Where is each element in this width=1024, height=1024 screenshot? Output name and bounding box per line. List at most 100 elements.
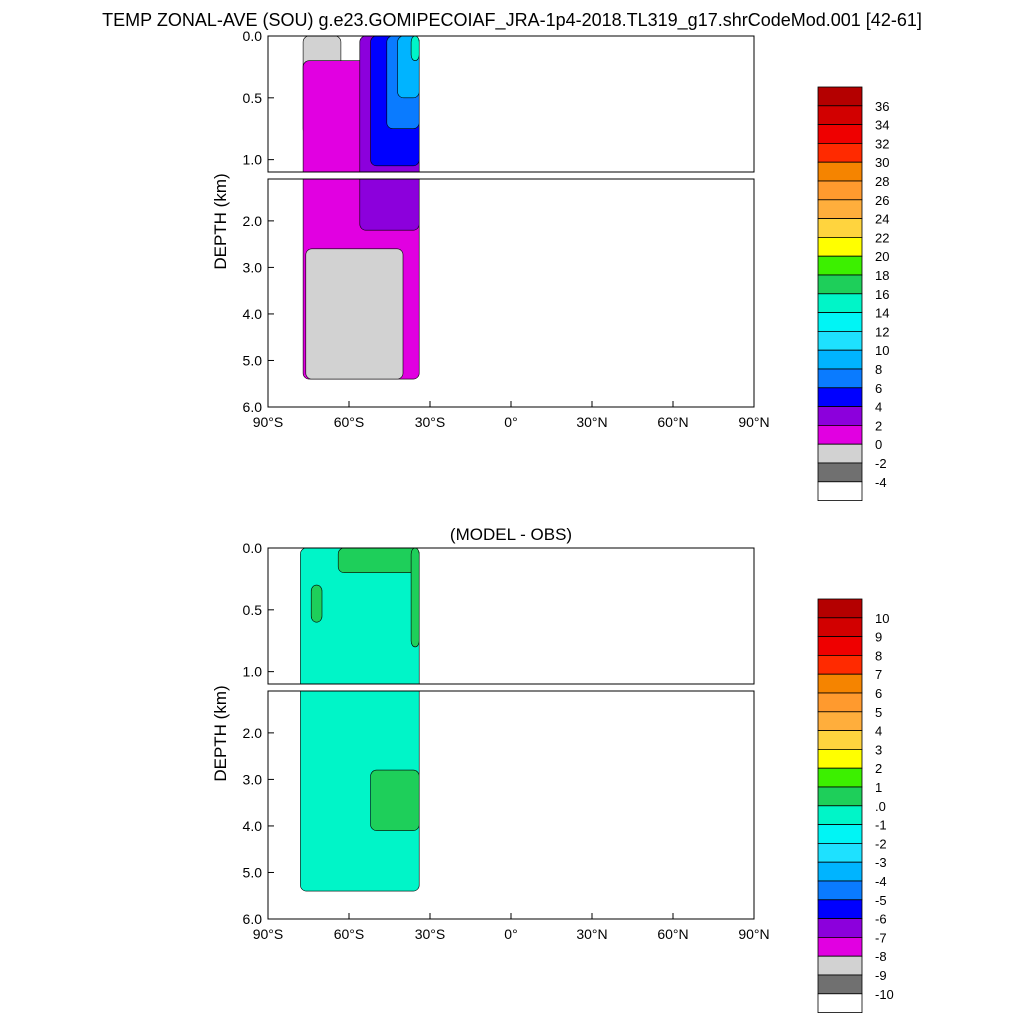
colorbar-label: 1 bbox=[875, 780, 882, 795]
colorbar-label: -3 bbox=[875, 855, 887, 870]
data-layer bbox=[302, 179, 420, 380]
x-tick-label: 60°S bbox=[334, 414, 365, 430]
colorbar-swatch bbox=[817, 424, 863, 445]
colorbar-label: 6 bbox=[875, 381, 882, 396]
y-tick-label: 2.0 bbox=[243, 725, 263, 741]
data-region-2-4 bbox=[359, 179, 420, 231]
colorbar-swatch bbox=[817, 349, 863, 370]
colorbar-label: 4 bbox=[875, 724, 882, 739]
colorbar-label: 3 bbox=[875, 742, 882, 757]
x-tick-label: 30°N bbox=[576, 926, 607, 942]
colorbar-label: 0 bbox=[875, 437, 882, 452]
colorbar-label: 9 bbox=[875, 630, 882, 645]
colorbar-swatch bbox=[817, 312, 863, 332]
colorbar-label: -5 bbox=[875, 893, 887, 908]
colorbar-label: 34 bbox=[875, 118, 889, 133]
figure-title: TEMP ZONAL-AVE (SOU) g.e23.GOMIPECOIAF_J… bbox=[102, 10, 922, 31]
colorbar-swatch bbox=[817, 142, 863, 163]
colorbar-label: -4 bbox=[875, 874, 887, 889]
data-layer bbox=[302, 36, 420, 172]
colorbar-swatch bbox=[817, 218, 863, 238]
colorbar-label: 2 bbox=[875, 761, 882, 776]
data-region-0-to-1 bbox=[370, 769, 420, 831]
y-tick-label: 5.0 bbox=[243, 352, 263, 368]
data-layer bbox=[300, 548, 420, 684]
colorbar-swatch bbox=[817, 443, 863, 464]
colorbar-swatch bbox=[817, 387, 863, 407]
data-region-0-to-1 bbox=[337, 548, 420, 574]
colorbar-swatch bbox=[817, 805, 863, 825]
y-tick-label: 1.0 bbox=[243, 664, 263, 680]
colorbar-swatch bbox=[817, 843, 863, 863]
colorbar-swatch bbox=[817, 274, 863, 295]
data-region-0-to-1 bbox=[410, 548, 420, 648]
colorbar-label: 18 bbox=[875, 268, 889, 283]
colorbar-swatch bbox=[817, 636, 863, 656]
colorbar-swatch bbox=[817, 880, 863, 901]
colorbar-label: -6 bbox=[875, 912, 887, 927]
colorbar-label: 16 bbox=[875, 287, 889, 302]
colorbar-swatch bbox=[817, 236, 863, 257]
x-tick-label: 30°S bbox=[415, 414, 446, 430]
x-tick-label: 30°N bbox=[576, 414, 607, 430]
x-tick-label: 0° bbox=[504, 926, 517, 942]
colorbar-label: 28 bbox=[875, 174, 889, 189]
colorbar-swatch bbox=[817, 368, 863, 389]
colorbar-label: 22 bbox=[875, 230, 889, 245]
colorbar-swatch bbox=[817, 824, 863, 844]
colorbar-label: .0 bbox=[875, 799, 886, 814]
colorbar-swatch bbox=[817, 86, 863, 107]
colorbar-label: -2 bbox=[875, 456, 887, 471]
y-tick-label: 4.0 bbox=[243, 306, 263, 322]
y-tick-label: 3.0 bbox=[243, 259, 263, 275]
colorbar-label: -1 bbox=[875, 818, 887, 833]
colorbar-swatch bbox=[817, 786, 863, 807]
data-region-0-to-1 bbox=[310, 584, 323, 623]
data-region--1-to-0 bbox=[300, 691, 420, 892]
chart-panels: 0.00.51.02.03.04.05.06.090°S 60°S 30°S 0° 30… bbox=[211, 28, 894, 1013]
chart-panel-top: 0.0 0.5 1.0 2.0 3.0 4.0 5.0 6.090°S 60°S 30°S 0° 30… bbox=[211, 28, 889, 501]
colorbar-swatch bbox=[817, 199, 863, 220]
x-tick-label: 60°S bbox=[334, 926, 365, 942]
colorbar-swatch bbox=[817, 711, 863, 731]
y-tick-label: 2.0 bbox=[243, 213, 263, 229]
colorbar-label: 5 bbox=[875, 705, 882, 720]
y-tick-label: 4.0 bbox=[243, 818, 263, 834]
colorbar-swatch bbox=[817, 105, 863, 126]
colorbar-label: 10 bbox=[875, 611, 889, 626]
colorbar-label: 8 bbox=[875, 648, 882, 663]
data-region--1-to-0 bbox=[300, 548, 420, 684]
colorbar-swatch bbox=[817, 899, 863, 919]
colorbar-label: -8 bbox=[875, 949, 887, 964]
colorbar-swatch bbox=[817, 937, 863, 957]
colorbar-swatch bbox=[817, 255, 863, 276]
colorbar-swatch bbox=[817, 330, 863, 351]
colorbar-swatch bbox=[817, 617, 863, 637]
colorbar-label: 32 bbox=[875, 136, 889, 151]
data-layer bbox=[300, 691, 420, 892]
y-tick-label: 6.0 bbox=[243, 399, 263, 415]
panel-title: (MODEL - OBS) bbox=[450, 525, 572, 544]
y-tick-label: 3.0 bbox=[243, 771, 263, 787]
colorbar-label: -2 bbox=[875, 836, 887, 851]
x-tick-label: 90°N bbox=[738, 414, 769, 430]
x-tick-label: 90°S bbox=[253, 926, 284, 942]
x-tick-label: 90°S bbox=[253, 414, 284, 430]
x-tick-label: 0° bbox=[504, 414, 517, 430]
x-tick-label: 90°N bbox=[738, 926, 769, 942]
colorbar-swatch bbox=[817, 124, 863, 144]
colorbar-label: 30 bbox=[875, 155, 889, 170]
colorbar-swatch bbox=[817, 673, 863, 694]
y-tick-label: 1.0 bbox=[243, 152, 263, 168]
colorbar-swatch bbox=[817, 406, 863, 426]
y-tick-label: 0.5 bbox=[243, 90, 263, 106]
y-tick-label: 0.0 bbox=[243, 540, 263, 556]
colorbar-label: -9 bbox=[875, 968, 887, 983]
colorbar-swatch bbox=[817, 993, 863, 1013]
colorbar-swatch bbox=[817, 918, 863, 938]
upper-frame bbox=[267, 547, 755, 685]
upper-frame bbox=[267, 35, 755, 173]
colorbar-label: 10 bbox=[875, 343, 889, 358]
